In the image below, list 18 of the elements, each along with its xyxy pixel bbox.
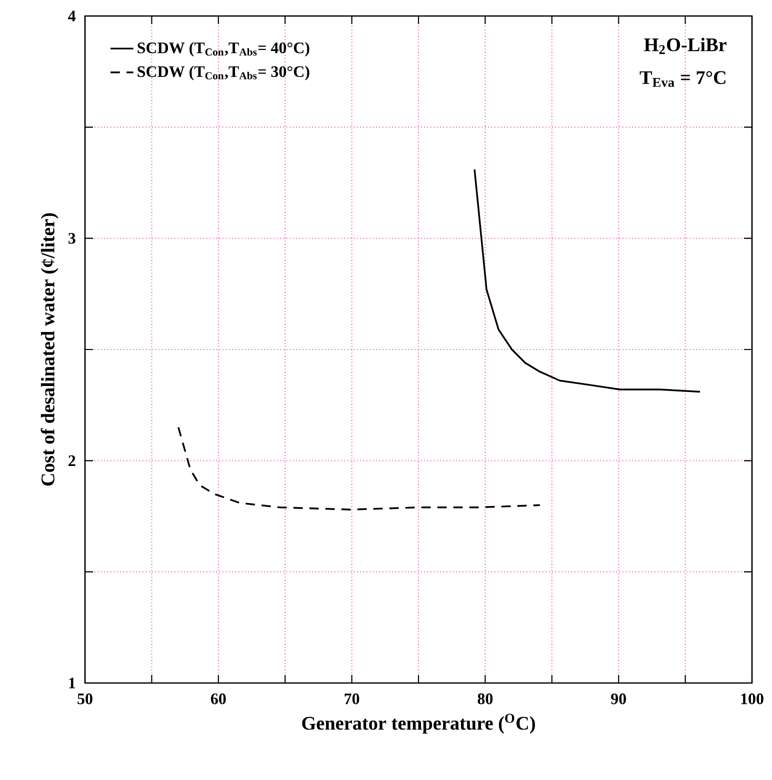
x-tick-label: 90 — [611, 693, 626, 704]
y-tick-label: 1 — [69, 678, 76, 688]
x-tick-label: 50 — [78, 693, 92, 704]
x-tick-label: 60 — [210, 693, 226, 704]
x-tick-label: 70 — [344, 693, 360, 704]
legend-label: SCDW (T$_{Con}$,T$_{Abs}$= 40°C) — [138, 42, 310, 57]
annotation: H$_{2}$O-LiBr — [644, 38, 726, 54]
x-axis-title: Generator temperature ($^{O}$C) — [302, 714, 535, 734]
y-tick-label: 3 — [68, 232, 76, 244]
y-axis-title: Cost of desalinated water (¢/liter) — [40, 213, 58, 486]
y-tick-label: 2 — [68, 455, 76, 466]
x-tick-label: 100 — [741, 693, 764, 704]
x-tick-label: 80 — [478, 693, 493, 704]
annotation: T$_{Eva}$ = 7°C — [640, 71, 726, 87]
line-series — [474, 168, 701, 393]
y-tick-label: 4 — [68, 10, 76, 22]
line-series — [178, 426, 541, 510]
legend-label: SCDW (T$_{Con}$,T$_{Abs}$= 30°C) — [138, 66, 310, 80]
